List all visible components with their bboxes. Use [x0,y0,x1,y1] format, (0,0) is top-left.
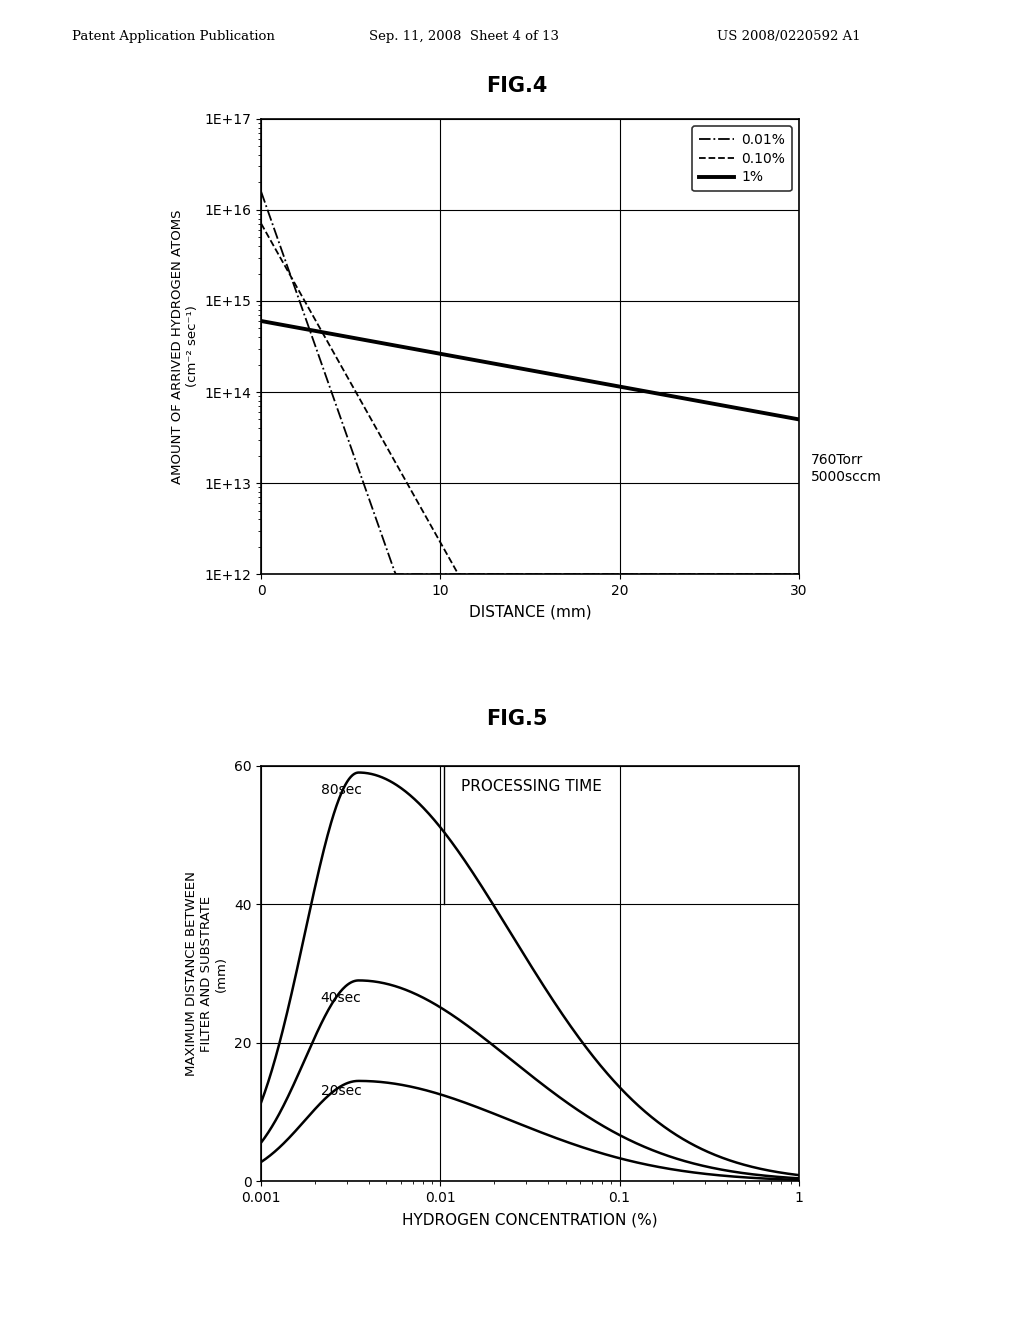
1% [255,313,267,329]
0.01% [431,566,443,582]
0.01% [644,566,656,582]
Text: 760Torr
5000sccm: 760Torr 5000sccm [811,454,882,483]
0.10% [453,566,465,582]
0.10% [255,215,267,231]
X-axis label: DISTANCE (mm): DISTANCE (mm) [469,605,591,620]
0.01% [390,566,402,582]
0.01% [647,566,659,582]
Y-axis label: AMOUNT OF ARRIVED HYDROGEN ATOMS
(cm⁻² sec⁻¹): AMOUNT OF ARRIVED HYDROGEN ATOMS (cm⁻² s… [171,210,199,483]
1% [593,375,605,391]
0.10% [647,566,659,582]
1% [646,384,658,400]
0.10% [430,527,442,543]
Text: Sep. 11, 2008  Sheet 4 of 13: Sep. 11, 2008 Sheet 4 of 13 [369,30,559,44]
0.01% [319,368,332,384]
Text: US 2008/0220592 A1: US 2008/0220592 A1 [717,30,860,44]
X-axis label: HYDROGEN CONCENTRATION (%): HYDROGEN CONCENTRATION (%) [402,1212,657,1228]
0.10% [469,566,481,582]
Line: 0.01%: 0.01% [261,191,799,574]
Legend: 0.01%, 0.10%, 1%: 0.01%, 0.10%, 1% [692,125,792,191]
0.01% [793,566,805,582]
1% [319,325,332,341]
Text: 80sec: 80sec [321,783,361,797]
Text: 20sec: 20sec [321,1085,361,1098]
1% [468,352,480,368]
Line: 1%: 1% [261,321,799,420]
0.10% [595,566,607,582]
0.10% [644,566,656,582]
0.01% [469,566,481,582]
Text: 40sec: 40sec [321,991,361,1005]
Text: FIG.5: FIG.5 [486,709,548,729]
Line: 0.10%: 0.10% [261,223,799,574]
0.10% [319,331,332,347]
0.01% [595,566,607,582]
Text: PROCESSING TIME: PROCESSING TIME [461,779,602,795]
1% [430,345,442,360]
1% [643,384,655,400]
Y-axis label: MAXIMUM DISTANCE BETWEEN
FILTER AND SUBSTRATE
(mm): MAXIMUM DISTANCE BETWEEN FILTER AND SUBS… [185,871,228,1076]
Text: FIG.4: FIG.4 [486,77,548,96]
1% [793,412,805,428]
Text: Patent Application Publication: Patent Application Publication [72,30,274,44]
0.10% [793,566,805,582]
0.01% [255,183,267,199]
